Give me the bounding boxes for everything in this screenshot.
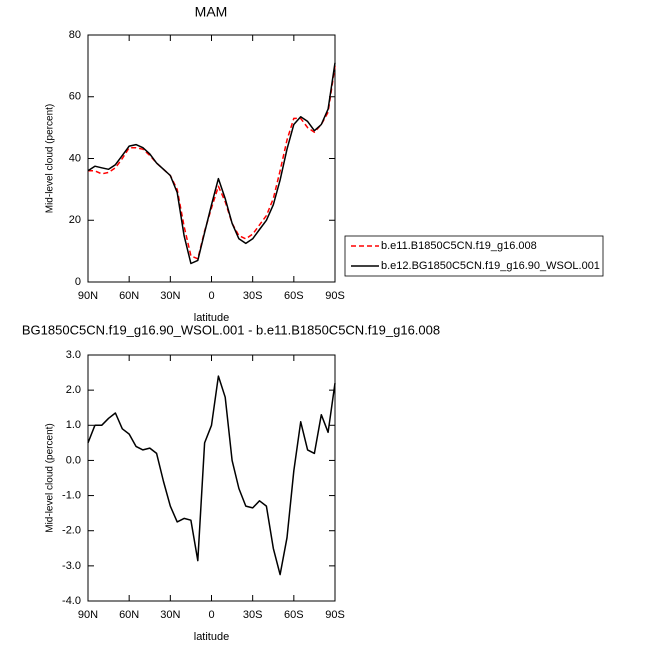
y-tick-label: 0.0 <box>66 454 81 466</box>
y-tick-label: -2.0 <box>62 525 81 537</box>
x-axis-label: latitude <box>194 631 229 643</box>
legend-label: b.e11.B1850C5CN.f19_g16.008 <box>381 240 537 252</box>
x-tick-label: 30S <box>243 290 263 302</box>
x-axis-label: latitude <box>194 312 229 324</box>
x-tick-label: 0 <box>208 609 214 621</box>
legend-box <box>344 235 604 277</box>
plot-frame <box>87 354 336 602</box>
y-tick-label: 60 <box>69 91 81 103</box>
data-line <box>87 375 336 576</box>
y-tick-label: 80 <box>69 29 81 41</box>
y-tick-label: -1.0 <box>62 489 81 501</box>
x-tick-label: 60S <box>284 290 304 302</box>
data-line <box>88 65 336 260</box>
x-tick-label: 90S <box>325 609 345 621</box>
y-tick-label: 20 <box>69 214 81 226</box>
plot-frame <box>87 34 336 283</box>
y-axis-label: Mid-level cloud (percent) <box>45 423 56 533</box>
x-tick-label: 60S <box>284 609 304 621</box>
y-tick-label: 0 <box>75 276 81 288</box>
x-tick-label: 30N <box>160 609 180 621</box>
x-tick-label: 0 <box>208 290 214 302</box>
y-tick-label: -3.0 <box>62 560 81 572</box>
x-tick-label: 60N <box>119 290 139 302</box>
x-tick-label: 30S <box>243 609 263 621</box>
legend-label: b.e12.BG1850C5CN.f19_g16.90_WSOL.001 <box>381 260 600 272</box>
x-tick-label: 60N <box>119 609 139 621</box>
y-axis-label: Mid-level cloud (percent) <box>45 104 56 214</box>
chart-title: MAM <box>195 4 228 20</box>
x-tick-label: 90N <box>78 609 98 621</box>
y-tick-label: 3.0 <box>66 349 81 361</box>
y-tick-label: 1.0 <box>66 419 81 431</box>
x-tick-label: 30N <box>160 290 180 302</box>
y-tick-label: 40 <box>69 152 81 164</box>
x-tick-label: 90S <box>325 290 345 302</box>
y-tick-label: 2.0 <box>66 384 81 396</box>
y-tick-label: -4.0 <box>62 595 81 607</box>
data-line <box>87 62 336 265</box>
chart-title: BG1850C5CN.f19_g16.90_WSOL.001 - b.e11.B… <box>22 322 440 337</box>
x-tick-label: 90N <box>78 290 98 302</box>
